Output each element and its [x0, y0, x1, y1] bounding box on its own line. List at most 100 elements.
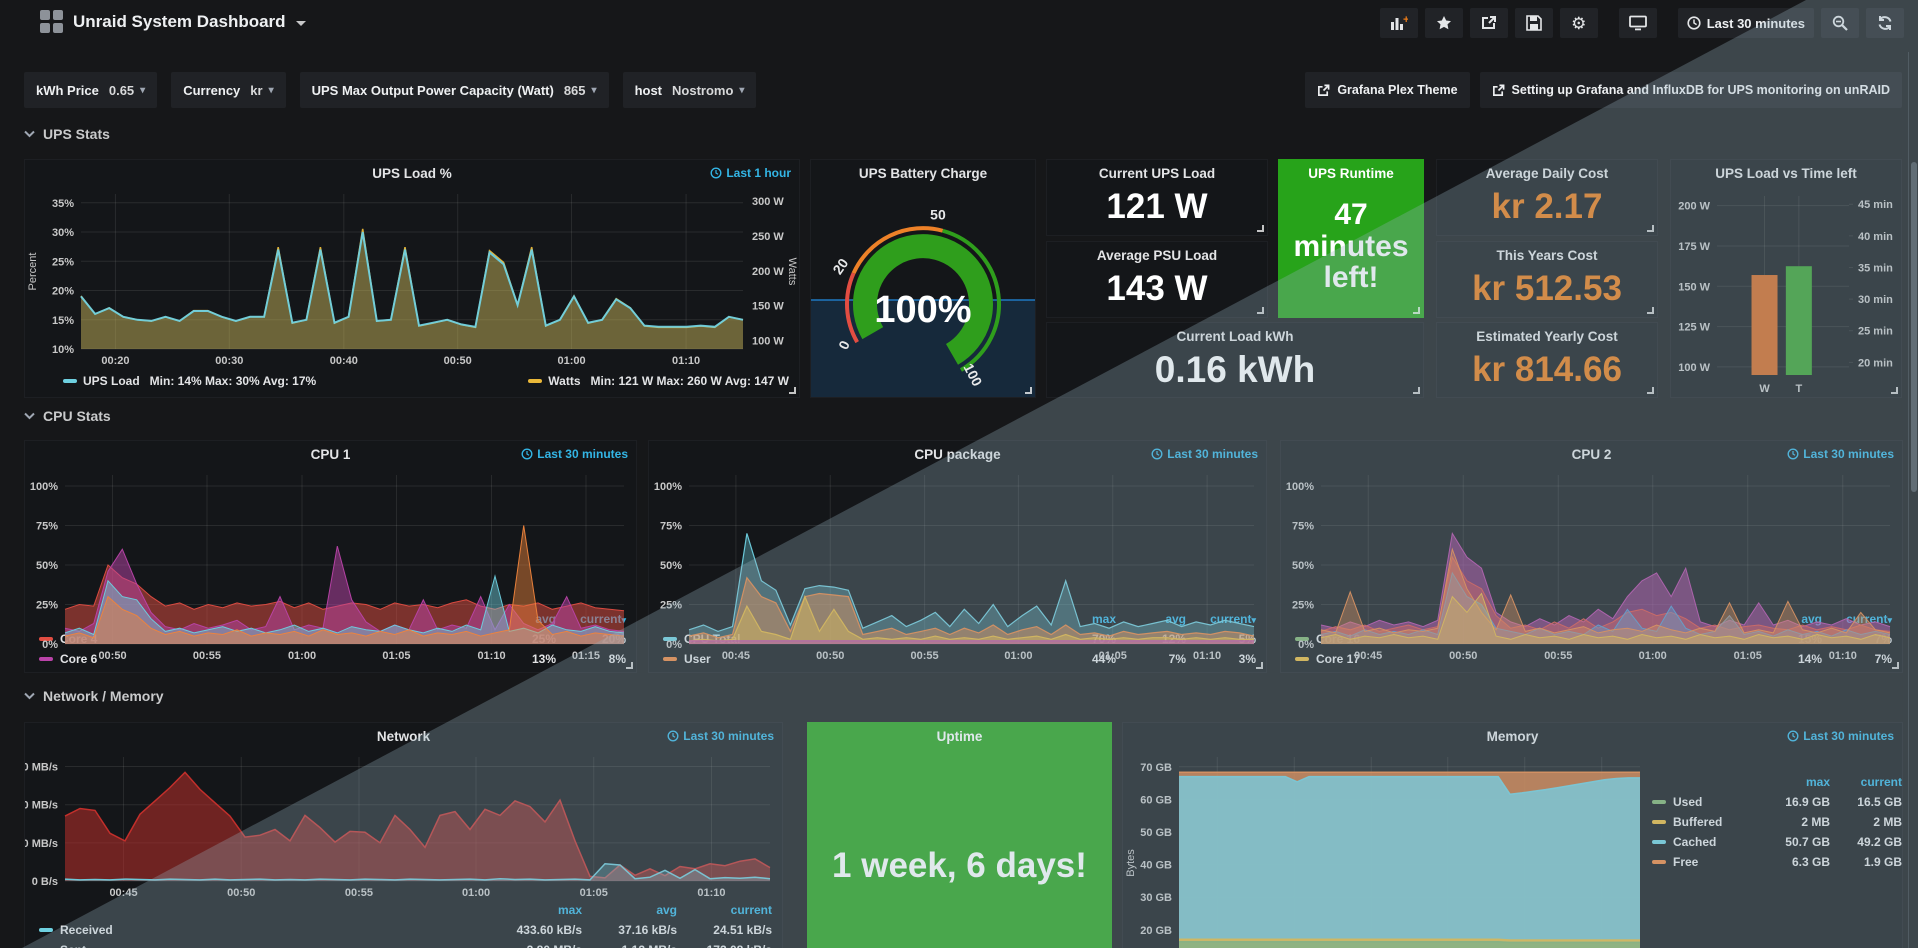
legend-item[interactable]: Watts Min: 121 W Max: 260 W Avg: 147 W — [528, 374, 789, 388]
star-button[interactable] — [1424, 8, 1463, 38]
legend-series[interactable]: Sent — [39, 943, 487, 948]
legend-value: 37.16 kB/s — [618, 923, 677, 937]
add-panel-button[interactable]: + — [1379, 8, 1418, 38]
panel-title[interactable]: Average Daily Cost — [1485, 165, 1609, 181]
svg-text:Percent: Percent — [27, 253, 39, 291]
legend-series[interactable]: Buffered — [1652, 815, 1758, 829]
scrollbar-thumb[interactable] — [1911, 162, 1917, 492]
panel-title[interactable]: Memory — [1486, 728, 1539, 744]
link-grafana-plex-theme[interactable]: Grafana Plex Theme — [1305, 72, 1470, 108]
share-button[interactable] — [1469, 8, 1508, 38]
legend-value: 8% — [608, 652, 626, 666]
panel-title[interactable]: UPS Load % — [372, 165, 452, 181]
legend-series[interactable]: Core 6 — [39, 652, 486, 666]
legend-series[interactable]: User — [663, 652, 1046, 666]
panel-title[interactable]: Uptime — [936, 728, 983, 744]
panel-time-range[interactable]: Last 30 minutes — [1151, 447, 1258, 461]
panel-title[interactable]: UPS Battery Charge — [858, 165, 988, 181]
svg-text:00:30: 00:30 — [215, 355, 243, 367]
ups-load-chart[interactable]: 35% 30% 25% 20% 15% 10% 300 W 250 W 200 W 150 W 10… — [25, 186, 799, 369]
legend-col-avg[interactable]: avg — [656, 903, 677, 917]
svg-text:30 min: 30 min — [1858, 294, 1893, 306]
battery-gauge[interactable]: 0 20 50 100 100% — [811, 186, 1035, 397]
svg-text:1.0 MB/s: 1.0 MB/s — [25, 838, 58, 850]
chart-svg: 200 W 175 W 150 W 125 W 100 W 45 min 40 min 35 … — [1678, 196, 1893, 395]
panel-title[interactable]: UPS Load vs Time left — [1715, 165, 1857, 181]
legend-col-max[interactable]: max — [1091, 612, 1116, 626]
svg-text:35%: 35% — [52, 198, 74, 210]
clock-icon — [1687, 16, 1701, 30]
legend-item[interactable]: UPS Load Min: 14% Max: 30% Avg: 17% — [63, 374, 316, 388]
legend-series[interactable]: Cached — [1652, 835, 1758, 849]
legend-col-current[interactable]: current — [1860, 775, 1902, 789]
legend-series[interactable]: Used — [1652, 795, 1758, 809]
variable-value-dropdown[interactable]: 865 ▾ — [563, 82, 597, 98]
network-chart[interactable]: 3.0 MB/s 2.0 MB/s 1.0 MB/s 0 B/s 00:45 00:50 0… — [13, 749, 782, 901]
svg-text:0%: 0% — [1298, 639, 1314, 651]
panel-time-range[interactable]: Last 30 minutes — [1787, 447, 1894, 461]
panel-title[interactable]: Network — [376, 728, 431, 744]
svg-text:00:50: 00:50 — [444, 355, 472, 367]
panel-time-range[interactable]: Last 30 minutes — [1787, 729, 1894, 743]
save-button[interactable] — [1514, 8, 1553, 38]
panel-title[interactable]: Current UPS Load — [1098, 165, 1216, 181]
bar-T[interactable] — [1785, 266, 1812, 375]
svg-text:75%: 75% — [36, 521, 58, 533]
legend-col-max[interactable]: max — [1805, 775, 1830, 789]
bar-W[interactable] — [1751, 275, 1778, 375]
panel-time-range[interactable]: Last 1 hour — [710, 166, 791, 180]
legend-col-current[interactable]: current▾ — [1210, 612, 1256, 626]
chart-legend: max current Used 16.9 GB 16.5 GB Buffered 2 MB… — [1652, 749, 1902, 948]
panel-title[interactable]: Estimated Yearly Cost — [1476, 328, 1618, 344]
variable-value-dropdown[interactable]: Nostromo ▾ — [672, 82, 745, 98]
panel-title[interactable]: CPU 1 — [310, 446, 351, 462]
panel-title[interactable]: This Years Cost — [1496, 247, 1598, 263]
cpu1-chart[interactable]: 100% 75% 50% 25% 0% 00:50 00:55 01:00 01:05 01:10… — [25, 467, 636, 662]
load-vs-time-chart[interactable]: 200 W 175 W 150 W 125 W 100 W 45 min 40 min 35 … — [1671, 186, 1901, 397]
panel-title[interactable]: Average PSU Load — [1096, 247, 1218, 263]
refresh-button[interactable] — [1866, 8, 1904, 38]
add-panel-icon: + — [1390, 15, 1408, 30]
legend-value: 14% — [1797, 652, 1822, 666]
svg-text:0%: 0% — [42, 639, 58, 651]
panel-cpu1: CPU 1 Last 30 minutes 100% 75% 50% 25% 0% 00:… — [24, 440, 637, 673]
cpu-package-chart[interactable]: 100% 75% 50% 25% 0% 00:45 00:50 00:55 01:00 01:05… — [649, 467, 1266, 662]
section-cpu-stats[interactable]: CPU Stats — [24, 408, 111, 424]
panel-title[interactable]: Current Load kWh — [1176, 328, 1294, 344]
legend-series[interactable]: Core 17 — [1295, 652, 1752, 666]
svg-text:75%: 75% — [1292, 521, 1314, 533]
svg-text:T: T — [1795, 383, 1802, 395]
section-ups-stats[interactable]: UPS Stats — [24, 126, 110, 142]
cpu2-chart[interactable]: 100% 75% 50% 25% 0% 00:45 00:50 00:55 01:00 01:05… — [1281, 467, 1902, 662]
legend-col-current[interactable]: current — [730, 903, 772, 917]
panel-uptime: Uptime 1 week, 6 days! — [807, 722, 1112, 948]
legend-col-avg[interactable]: avg — [1165, 612, 1186, 626]
legend-series[interactable]: Received — [39, 923, 487, 937]
panel-title[interactable]: UPS Runtime — [1308, 165, 1394, 181]
legend-col-max[interactable]: max — [557, 903, 582, 917]
time-range-picker[interactable]: Last 30 minutes — [1677, 8, 1814, 38]
svg-text:00:45: 00:45 — [1354, 650, 1382, 662]
panel-title[interactable]: CPU package — [914, 446, 1001, 462]
svg-text:200 W: 200 W — [752, 266, 784, 278]
panel-title[interactable]: CPU 2 — [1571, 446, 1612, 462]
section-network-memory[interactable]: Network / Memory — [24, 688, 164, 704]
settings-button[interactable]: ⚙ — [1559, 8, 1598, 38]
kiosk-mode-button[interactable] — [1618, 8, 1657, 38]
variable-value-dropdown[interactable]: kr ▾ — [250, 82, 274, 98]
legend-swatch — [39, 657, 53, 661]
navbar-buttons: + ⚙ — [1379, 8, 1904, 38]
svg-text:250 W: 250 W — [752, 231, 784, 243]
variable-value-dropdown[interactable]: 0.65 ▾ — [108, 82, 146, 98]
link-ups-monitoring-guide[interactable]: Setting up Grafana and InfluxDB for UPS … — [1479, 72, 1902, 108]
panel-time-range[interactable]: Last 30 minutes — [521, 447, 628, 461]
legend-series[interactable]: Free — [1652, 855, 1758, 869]
legend-swatch — [39, 928, 53, 932]
zoom-out-icon — [1832, 15, 1848, 31]
zoom-out-button[interactable] — [1821, 8, 1859, 38]
dashboard-title-group[interactable]: Unraid System Dashboard — [40, 10, 306, 33]
dashboard-title[interactable]: Unraid System Dashboard — [73, 11, 286, 31]
chart-legend: max avg current Received 433.60 kB/s 37.16 kB… — [25, 901, 782, 948]
panel-time-range[interactable]: Last 30 minutes — [667, 729, 774, 743]
